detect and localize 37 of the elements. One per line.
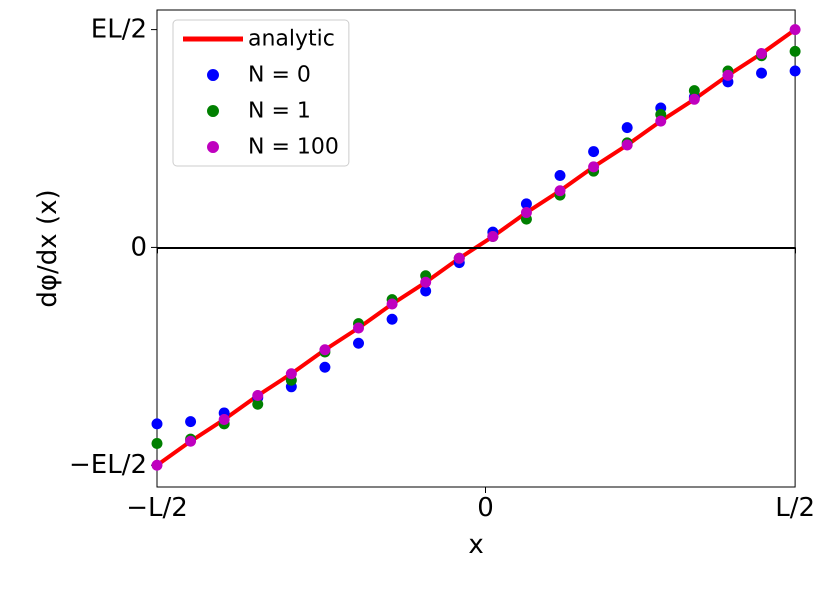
point: [520, 207, 532, 218]
point: [152, 418, 162, 430]
point: [756, 68, 768, 79]
point: [386, 314, 398, 325]
point: [655, 116, 666, 127]
point: [152, 438, 162, 449]
point: [386, 298, 398, 310]
point: [554, 170, 566, 182]
point: [588, 161, 600, 172]
text: 0: [130, 232, 147, 262]
legend-label: N = 0: [248, 62, 311, 88]
text: −EL/2: [69, 450, 147, 480]
x-tick-label: −L/2: [126, 493, 188, 523]
point: [353, 338, 364, 349]
point: [722, 70, 734, 81]
text: EL/2: [90, 14, 147, 45]
point: [790, 65, 801, 76]
x-tick-label: L/2: [775, 493, 816, 523]
legend-label: N = 1: [248, 98, 311, 124]
y-axis-title: dφ/dx (x): [33, 189, 63, 308]
point: [554, 185, 566, 196]
point: [622, 140, 633, 151]
x-axis-title: x: [468, 530, 484, 560]
point: [622, 122, 633, 134]
point: [353, 322, 364, 334]
legend-label: N = 100: [248, 134, 339, 160]
point: [152, 460, 162, 471]
text: 0: [477, 493, 494, 523]
point: [185, 416, 196, 428]
point: [588, 146, 600, 158]
point: [286, 368, 297, 380]
point: [790, 46, 801, 57]
point: [420, 276, 432, 288]
legend-label: analytic: [248, 26, 335, 52]
point: [218, 414, 230, 425]
point: [319, 362, 330, 373]
point: [790, 24, 801, 36]
